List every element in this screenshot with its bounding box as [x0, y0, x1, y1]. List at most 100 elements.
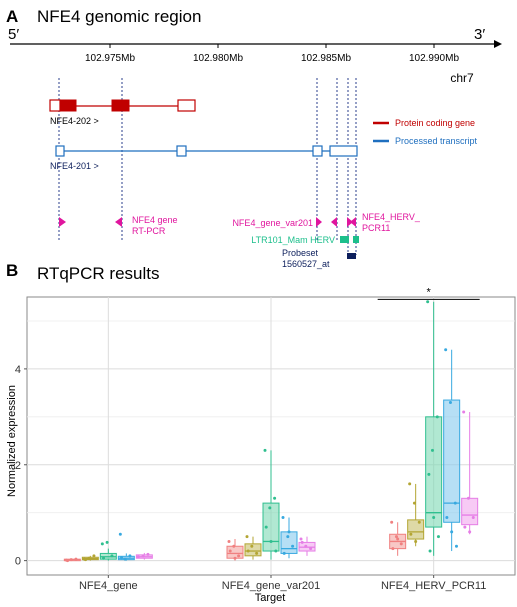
- transcript-201-exon: [55, 145, 65, 157]
- data-point: [450, 530, 454, 534]
- axis-tick-label: 102.990Mb: [409, 53, 459, 64]
- data-point: [246, 549, 250, 553]
- primer-reverse-gene: [115, 217, 122, 227]
- box: [425, 416, 443, 528]
- data-point: [281, 515, 285, 519]
- data-point: [299, 537, 303, 541]
- data-point: [287, 530, 291, 534]
- transcript-202-exon: [59, 99, 77, 112]
- data-point: [264, 525, 268, 529]
- data-point: [123, 557, 127, 561]
- data-point: [105, 540, 109, 544]
- primer-forward-var201: [316, 217, 322, 227]
- data-point: [291, 544, 295, 548]
- axis-tick-label: 102.975Mb: [85, 53, 135, 64]
- data-point: [286, 535, 290, 539]
- panel-a-title: NFE4 genomic region: [37, 7, 201, 26]
- data-point: [300, 540, 304, 544]
- chromosome-label: chr7: [450, 71, 474, 85]
- panel-b: B RTqPCR results 0 2 4 NFE4_gene NFE4_gene_v…: [6, 261, 516, 604]
- primer-label-herv-line2: PCR11: [362, 223, 390, 233]
- data-point: [448, 400, 452, 404]
- probeset-marker: [347, 253, 356, 259]
- transcript-202-label: NFE4-202 >: [50, 116, 99, 126]
- transcript-202-exon: [177, 99, 196, 112]
- data-point: [232, 544, 236, 548]
- transcript-201-exon: [329, 145, 358, 157]
- data-point: [463, 525, 467, 529]
- legend-label-processed-transcript: Processed transcript: [395, 136, 478, 146]
- data-point: [427, 472, 431, 476]
- data-point: [268, 506, 272, 510]
- data-point: [146, 552, 150, 556]
- axis-tick-label: 102.985Mb: [301, 53, 351, 64]
- data-point: [228, 549, 232, 553]
- data-point: [120, 556, 124, 560]
- probeset-label-line2: 1560527_at: [282, 259, 330, 269]
- data-point: [84, 558, 88, 562]
- transcript-201: NFE4-201 >: [50, 145, 358, 171]
- primer-label-var201: NFE4_gene_var201: [232, 218, 313, 228]
- five-prime-label: 5′: [8, 26, 19, 43]
- panel-a: A NFE4 genomic region 5′ 3′ 102.975Mb 10…: [6, 7, 502, 269]
- data-point: [100, 542, 104, 546]
- box: [280, 531, 298, 554]
- data-point: [396, 537, 400, 541]
- primers: [59, 217, 356, 227]
- data-point: [394, 535, 398, 539]
- data-point: [412, 501, 416, 505]
- transcript-202-exon: [49, 99, 61, 112]
- transcript-201-label: NFE4-201 >: [50, 161, 99, 171]
- data-point: [273, 496, 277, 500]
- data-point: [471, 515, 475, 519]
- data-point: [110, 554, 114, 558]
- ltr-element: [353, 236, 359, 243]
- primer-reverse-herv: [350, 217, 356, 227]
- data-point: [304, 544, 308, 548]
- data-point: [428, 549, 432, 553]
- panel-b-letter: B: [6, 261, 18, 280]
- data-point: [250, 544, 254, 548]
- data-point: [409, 532, 413, 536]
- data-point: [435, 415, 439, 419]
- box: [262, 502, 280, 552]
- axis-tick-label: 102.980Mb: [193, 53, 243, 64]
- data-point: [444, 348, 448, 352]
- x-axis-label: Target: [255, 592, 286, 604]
- data-point: [466, 496, 470, 500]
- ltr-label: LTR101_Mam HERV: [251, 235, 335, 245]
- data-point: [399, 542, 403, 546]
- transcript-201-exon: [312, 145, 323, 157]
- data-point: [141, 554, 145, 558]
- data-point: [468, 530, 472, 534]
- y-tick-label: 2: [15, 460, 21, 472]
- data-point: [87, 556, 91, 560]
- box: [407, 519, 425, 540]
- genome-axis-arrowhead: [494, 40, 502, 48]
- data-point: [255, 551, 259, 555]
- box: [461, 497, 479, 526]
- data-point: [92, 554, 96, 558]
- x-tick-label: NFE4_gene_var201: [222, 580, 320, 592]
- transcript-202: NFE4-202 >: [49, 99, 196, 126]
- primer-label-gene-line2: RT-PCR: [132, 226, 166, 236]
- data-point: [391, 547, 395, 551]
- transcript-legend: Protein coding gene Processed transcript: [373, 118, 478, 146]
- y-tick-label: 4: [15, 364, 21, 376]
- significance-star: *: [427, 286, 432, 298]
- data-point: [233, 556, 237, 560]
- data-point: [454, 544, 458, 548]
- data-point: [269, 539, 273, 543]
- data-point: [408, 482, 412, 486]
- data-point: [417, 520, 421, 524]
- primer-forward-gene: [59, 217, 66, 227]
- data-point: [309, 547, 313, 551]
- guide-lines: [58, 78, 357, 255]
- ltr-element: [340, 236, 349, 243]
- primer-reverse-var201: [331, 217, 337, 227]
- panel-b-title: RTqPCR results: [37, 264, 160, 283]
- transcript-202-exon: [111, 99, 130, 112]
- data-point: [245, 535, 249, 539]
- data-point: [102, 556, 106, 560]
